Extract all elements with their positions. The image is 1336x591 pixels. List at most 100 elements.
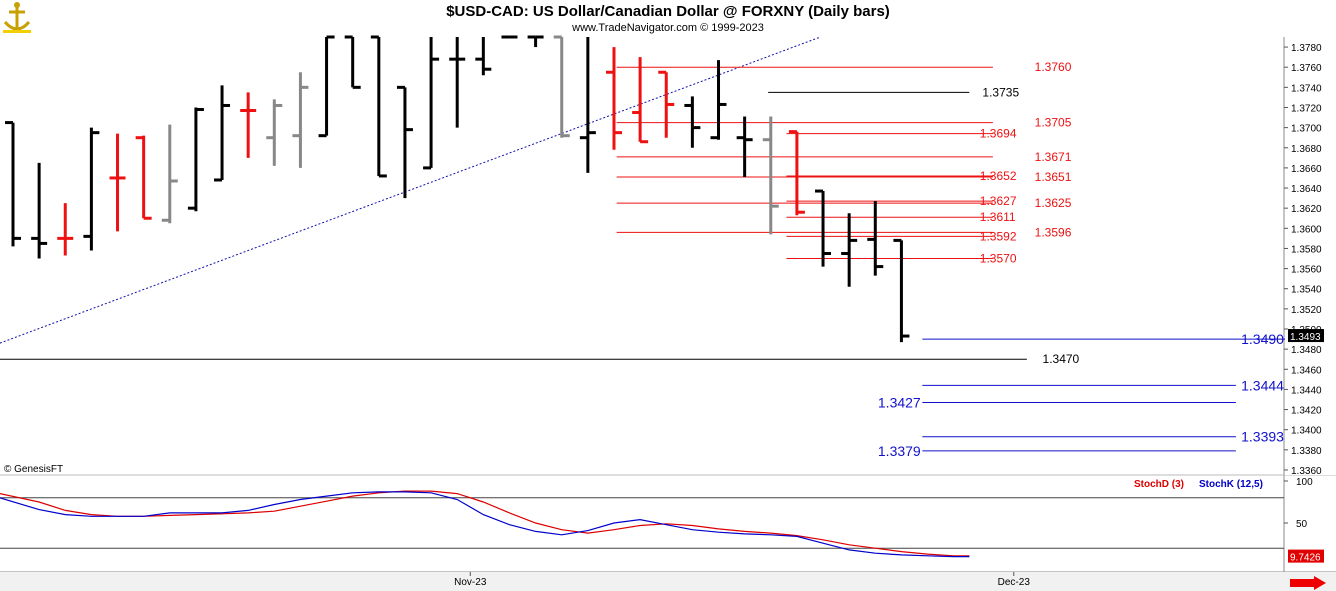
level-label: 1.3705 bbox=[1035, 116, 1072, 130]
ohlc-bar bbox=[762, 116, 779, 235]
x-tick-label: Nov-23 bbox=[454, 577, 487, 588]
ohlc-bar bbox=[292, 72, 309, 168]
anchor-logo-icon bbox=[3, 2, 31, 33]
level-label: 1.3625 bbox=[1035, 196, 1072, 210]
stochastic-panel: 100 50 StochD (3) StochK (12,5) 9.7426 bbox=[0, 477, 1324, 564]
ohlc-bar bbox=[423, 37, 440, 170]
trendline bbox=[0, 36, 821, 344]
ohlc-bar bbox=[788, 130, 805, 216]
ohlc-bar bbox=[214, 85, 231, 182]
y-tick-label: 1.3480 bbox=[1291, 345, 1322, 356]
ohlc-bar bbox=[266, 99, 283, 166]
last-stoch-label: 9.7426 bbox=[1290, 553, 1321, 564]
last-price-label: 1.3493 bbox=[1290, 332, 1321, 343]
ohlc-bar bbox=[318, 35, 335, 138]
ohlc-bar bbox=[161, 124, 178, 224]
ohlc-bar bbox=[710, 60, 727, 140]
y-tick-label: 1.3360 bbox=[1291, 466, 1322, 477]
ohlc-bar bbox=[893, 238, 910, 343]
ohlc-bar bbox=[815, 189, 832, 267]
level-label: 1.3444 bbox=[1241, 377, 1284, 393]
level-label: 1.3652 bbox=[980, 169, 1017, 183]
ohlc-bar bbox=[658, 70, 675, 138]
y-tick-label: 1.3460 bbox=[1291, 365, 1322, 376]
ohlc-bar bbox=[370, 35, 387, 178]
price-axis-bg bbox=[1285, 37, 1336, 475]
y-tick-label: 1.3700 bbox=[1291, 124, 1322, 135]
level-label: 1.3379 bbox=[878, 443, 921, 459]
level-label: 1.3735 bbox=[982, 85, 1019, 99]
ohlc-bar bbox=[684, 96, 701, 148]
y-tick-label: 1.3680 bbox=[1291, 144, 1322, 155]
ohlc-bar bbox=[240, 92, 257, 158]
stoch-line-d bbox=[0, 490, 970, 557]
y-tick-label: 1.3560 bbox=[1291, 265, 1322, 276]
y-tick-label: 1.3780 bbox=[1291, 43, 1322, 54]
ohlc-bar bbox=[187, 107, 204, 212]
ohlc-bar bbox=[396, 85, 413, 199]
level-label: 1.3490 bbox=[1241, 331, 1284, 347]
ohlc-bar bbox=[57, 203, 74, 256]
price-axis: 1.3780 1.3760 1.3740 1.3720 1.3700 1.3680 1.36… bbox=[1284, 37, 1336, 477]
ohlc-bar bbox=[527, 35, 544, 48]
level-label: 1.3694 bbox=[980, 127, 1017, 141]
y-tick-label: 1.3600 bbox=[1291, 224, 1322, 235]
ohlc-bar bbox=[135, 135, 152, 220]
ohlc-bar bbox=[31, 162, 48, 259]
ohlc-bar bbox=[841, 213, 858, 287]
level-label: 1.3470 bbox=[1043, 352, 1080, 366]
time-axis: Nov-23 Dec-23 bbox=[454, 572, 1030, 588]
ohlc-bar bbox=[736, 116, 753, 177]
x-tick-label: Dec-23 bbox=[998, 577, 1031, 588]
level-label: 1.3760 bbox=[1035, 60, 1072, 74]
level-label: 1.3427 bbox=[878, 395, 921, 411]
y-tick-label: 1.3720 bbox=[1291, 103, 1322, 114]
y-tick-label: 1.3420 bbox=[1291, 406, 1322, 417]
stoch-y-tick-label: 100 bbox=[1296, 477, 1313, 488]
ohlc-bar bbox=[632, 57, 649, 144]
y-tick-label: 1.3540 bbox=[1291, 285, 1322, 296]
chart-title: $USD-CAD: US Dollar/Canadian Dollar @ FO… bbox=[446, 3, 890, 20]
trendline-line bbox=[0, 36, 821, 344]
y-tick-label: 1.3520 bbox=[1291, 305, 1322, 316]
level-label: 1.3592 bbox=[980, 229, 1017, 243]
level-label: 1.3393 bbox=[1241, 429, 1284, 445]
level-label: 1.3651 bbox=[1035, 170, 1072, 184]
y-tick-label: 1.3580 bbox=[1291, 244, 1322, 255]
price-levels: 1.3760 1.3735 1.3705 1.3694 1.3671 1.3652 1.36… bbox=[0, 60, 1304, 459]
y-tick-label: 1.3740 bbox=[1291, 83, 1322, 94]
scroll-right-icon[interactable] bbox=[1290, 576, 1326, 590]
y-tick-label: 1.3380 bbox=[1291, 446, 1322, 457]
y-tick-label: 1.3640 bbox=[1291, 184, 1322, 195]
ohlc-bar bbox=[449, 37, 466, 128]
last-stoch-box bbox=[1288, 549, 1324, 563]
last-price-box bbox=[1288, 329, 1324, 343]
ohlc-bar bbox=[475, 37, 492, 76]
ohlc-bar bbox=[553, 35, 570, 138]
ohlc-bar bbox=[5, 121, 21, 247]
legend-stoch-k: StochK (12,5) bbox=[1199, 479, 1263, 490]
chart-subtitle: www.TradeNavigator.com © 1999-2023 bbox=[572, 22, 764, 34]
y-tick-label: 1.3440 bbox=[1291, 385, 1322, 396]
y-tick-label: 1.3660 bbox=[1291, 164, 1322, 175]
chart-background bbox=[0, 37, 1336, 591]
ohlc-bar bbox=[579, 37, 596, 173]
price-bars bbox=[5, 35, 910, 343]
legend-stoch-d: StochD (3) bbox=[1134, 479, 1184, 490]
y-tick-label: 1.3620 bbox=[1291, 204, 1322, 215]
y-tick-label: 1.3760 bbox=[1291, 63, 1322, 74]
data-credit: © GenesisFT bbox=[4, 464, 63, 475]
level-label: 1.3596 bbox=[1035, 225, 1072, 239]
stoch-line-k bbox=[0, 491, 970, 558]
ohlc-bar bbox=[605, 47, 622, 150]
ohlc-bar bbox=[867, 201, 884, 276]
level-label: 1.3671 bbox=[1035, 150, 1072, 164]
level-label: 1.3611 bbox=[980, 210, 1016, 224]
ohlc-bar bbox=[83, 127, 100, 251]
ohlc-bar bbox=[109, 133, 126, 232]
ohlc-bar bbox=[344, 35, 361, 89]
y-tick-label: 1.3400 bbox=[1291, 426, 1322, 437]
stoch-y-tick-label: 50 bbox=[1296, 519, 1308, 530]
level-label: 1.3570 bbox=[980, 252, 1017, 266]
